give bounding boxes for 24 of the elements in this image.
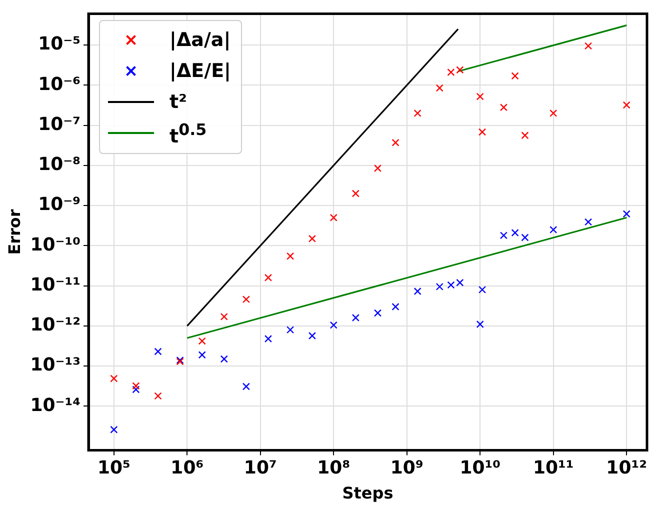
y-tick-label: 10⁻¹⁴ <box>30 394 81 416</box>
legend-label: t² <box>170 91 187 114</box>
x-tick-label: 10⁷ <box>244 458 277 479</box>
y-tick-label: 10⁻¹¹ <box>30 274 81 296</box>
x-tick-label: 10⁵ <box>97 458 130 479</box>
legend-label: t$^{0.5}$ <box>170 120 207 147</box>
y-tick-label: 10⁻¹³ <box>30 354 81 376</box>
y-tick-label: 10⁻⁷ <box>38 114 81 135</box>
y-tick-label: 10⁻⁶ <box>38 74 81 95</box>
x-tick-label: 10¹² <box>606 458 647 479</box>
legend-label: |Δa/a| <box>170 29 231 52</box>
x-tick-label: 10¹⁰ <box>460 458 501 479</box>
x-tick-label: 10⁸ <box>317 458 350 479</box>
y-tick-label: 10⁻⁵ <box>38 34 81 55</box>
x-axis-title: Steps <box>342 484 394 503</box>
y-tick-label: 10⁻¹² <box>30 314 81 336</box>
x-tick-label: 10⁹ <box>390 458 424 479</box>
x-tick-label: 10¹¹ <box>532 458 574 479</box>
legend-label: |ΔE/E| <box>170 60 231 82</box>
x-tick-label: 10⁶ <box>170 458 204 479</box>
y-tick-label: 10⁻⁹ <box>38 194 81 216</box>
y-tick-label: 10⁻⁸ <box>38 154 81 176</box>
y-axis-title: Error <box>4 209 24 255</box>
y-tick-label: 10⁻¹⁰ <box>30 234 81 256</box>
